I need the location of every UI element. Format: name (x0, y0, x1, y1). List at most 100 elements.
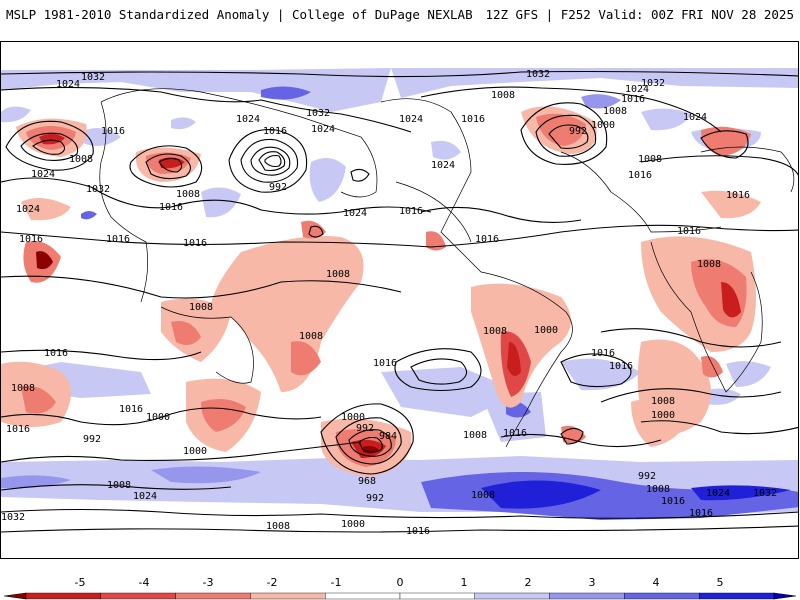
isobar-label: 1008 (463, 430, 487, 441)
isobar-label: 1008 (11, 383, 35, 394)
mslp-anomaly-map: 1032 1024 1016 1008 1024 1032 1024 1016 … (1, 68, 798, 537)
isobar-label: 1016 (159, 202, 183, 213)
colorbar-swatch (175, 592, 251, 600)
isobar-label: 1016 (6, 424, 30, 435)
isobar-label: 1032 (641, 78, 665, 89)
map-panel[interactable]: 1032 1024 1016 1008 1024 1032 1024 1016 … (0, 41, 799, 559)
isobar-label: 1008 (471, 490, 495, 501)
isobar-label: 1024 (431, 160, 455, 171)
colorbar-swatch (325, 592, 401, 600)
isobar-label: 1016 (689, 508, 713, 519)
isobar-label: 992 (356, 423, 374, 434)
isobar-label: 1024 (311, 124, 335, 135)
isobar-label: 1008 (646, 484, 670, 495)
isobar-label: 1016 (475, 234, 499, 245)
isobar-label: 1024 (31, 169, 55, 180)
isobar-label: 1032 (753, 488, 777, 499)
isobar-label: 1008 (107, 480, 131, 491)
isobar-contours (1, 70, 798, 533)
anomaly-colorbar (3, 592, 797, 600)
isobar-label: 1008 (176, 189, 200, 200)
colorbar-tick-label: -4 (138, 576, 150, 589)
colorbar-right-arrow (773, 592, 797, 600)
isobar-label: 1032 (81, 72, 105, 83)
colorbar-swatch (474, 592, 550, 600)
colorbar-swatch (549, 592, 625, 600)
isobar-label: 968 (358, 476, 376, 487)
isobar-label: 1032 (1, 512, 25, 523)
isobar-label: 1016 (373, 358, 397, 369)
colorbar-swatch (250, 592, 326, 600)
isobar-label: 1016 (19, 234, 43, 245)
isobar-label: 984 (379, 431, 397, 442)
isobar-label: 1008 (189, 302, 213, 313)
colorbar-tick-label: -3 (202, 576, 214, 589)
isobar-label: 1008 (69, 154, 93, 165)
isobar-label: 1016 (263, 126, 287, 137)
isobar-label: 1032 (86, 184, 110, 195)
isobar-label: 1024 (343, 208, 367, 219)
isobar-label: 1000 (341, 412, 365, 423)
colorbar-swatch (624, 592, 700, 600)
isobar-label: 1008 (483, 326, 507, 337)
isobar-label: 1032 (526, 69, 550, 80)
colorbar-tick-label: 1 (460, 576, 468, 589)
colorbar-tick-label: 4 (652, 576, 660, 589)
isobar-label: 1016 (183, 238, 207, 249)
negative-anomaly-fill (1, 106, 761, 477)
header-bar: MSLP 1981-2010 Standardized Anomaly | Co… (0, 0, 800, 40)
isobar-label: 1016 (406, 526, 430, 537)
isobar-label: 1032 (306, 108, 330, 119)
isobar-label: 992 (638, 471, 656, 482)
isobar-label: 1016 (44, 348, 68, 359)
isobar-label: 1000 (341, 519, 365, 530)
isobar-label: 1016 (119, 404, 143, 415)
isobar-label: 1016 (661, 496, 685, 507)
colorbar-tick-label: 0 (396, 576, 404, 589)
colorbar-tick-label: 5 (716, 576, 724, 589)
isobar-label: 1024 (236, 114, 260, 125)
colorbar-tick-label: -1 (330, 576, 342, 589)
isobar-label: 1024 (16, 204, 40, 215)
isobar-label: 1024 (399, 114, 423, 125)
isobar-label: 1008 (638, 154, 662, 165)
isobar-label: 1016 (461, 114, 485, 125)
isobar-label: 1024 (683, 112, 707, 123)
colorbar-swatch (100, 592, 176, 600)
isobar-label: 1024 (56, 79, 80, 90)
colorbar-left-arrow (3, 592, 27, 600)
isobar-label: 1000 (146, 412, 170, 423)
colorbar-swatch (399, 592, 476, 600)
isobar-label: 1016 (628, 170, 652, 181)
colorbar-swatches (3, 592, 797, 600)
isobar-label: 1008 (491, 90, 515, 101)
colorbar-tick-label: 2 (524, 576, 532, 589)
isobar-label: 1000 (591, 120, 615, 131)
isobar-label: 1000 (651, 410, 675, 421)
isobar-labels: 1032 1024 1016 1008 1024 1032 1024 1016 … (1, 69, 777, 537)
isobar-label: 1016 (591, 348, 615, 359)
isobar-label: 1024 (133, 491, 157, 502)
colorbar-swatch (25, 592, 102, 600)
isobar-label: 1016 (726, 190, 750, 201)
isobar-label: 1008 (651, 396, 675, 407)
isobar-label: 1008 (326, 269, 350, 280)
isobar-label: 1024 (625, 84, 649, 95)
isobar-label: 1016 (621, 94, 645, 105)
isobar-label: 1008 (603, 106, 627, 117)
isobar-label: 992 (366, 493, 384, 504)
isobar-label: 1008 (266, 521, 290, 532)
isobar-label: 1024 (706, 488, 730, 499)
isobar-label: 1016 (101, 126, 125, 137)
colorbar-tick-label: 3 (588, 576, 596, 589)
isobar-label: 1016 (503, 428, 527, 439)
isobar-label: 1008 (299, 331, 323, 342)
isobar-label: 1016 (106, 234, 130, 245)
model-run-title: 12Z GFS | F252 Valid: 00Z FRI NOV 28 202… (485, 7, 794, 22)
isobar-label: 992 (569, 126, 587, 137)
isobar-label: 992 (269, 182, 287, 193)
isobar-label: 992 (83, 434, 101, 445)
product-title: MSLP 1981-2010 Standardized Anomaly | Co… (6, 7, 473, 22)
colorbar-tick-label: -2 (266, 576, 278, 589)
isobar-label: 1016 (609, 361, 633, 372)
